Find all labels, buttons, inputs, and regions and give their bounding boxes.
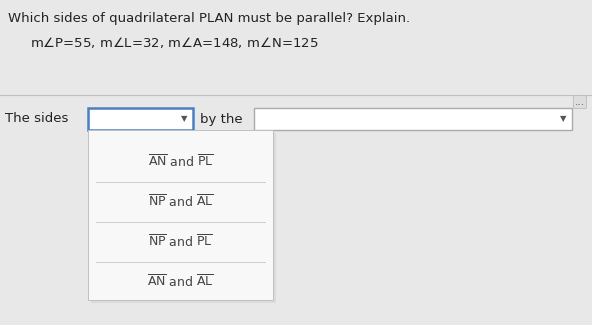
Text: ▼: ▼ (560, 114, 567, 124)
Text: ...: ... (575, 97, 585, 107)
Bar (88, 108, 193, 130)
Bar (88, 130, 273, 300)
Text: The sides: The sides (5, 112, 68, 125)
Text: $\overline{\mathrm{AN}}$ and $\overline{\mathrm{AL}}$: $\overline{\mathrm{AN}}$ and $\overline{… (147, 274, 214, 290)
Text: by the: by the (200, 112, 243, 125)
Text: m$\angle$P=55, m$\angle$L=32, m$\angle$A=148, m$\angle$N=125: m$\angle$P=55, m$\angle$L=32, m$\angle$A… (30, 35, 318, 50)
Text: $\overline{\mathrm{NP}}$ and $\overline{\mathrm{PL}}$: $\overline{\mathrm{NP}}$ and $\overline{… (148, 234, 213, 250)
Text: Which sides of quadrilateral PLAN must be parallel? Explain.: Which sides of quadrilateral PLAN must b… (8, 12, 410, 25)
Text: $\overline{\mathrm{AN}}$ and $\overline{\mathrm{PL}}$: $\overline{\mathrm{AN}}$ and $\overline{… (147, 154, 214, 170)
Text: ▼: ▼ (181, 114, 187, 124)
Text: $\overline{\mathrm{NP}}$ and $\overline{\mathrm{AL}}$: $\overline{\mathrm{NP}}$ and $\overline{… (147, 194, 214, 210)
Bar (254, 108, 572, 130)
Bar (91, 133, 276, 303)
